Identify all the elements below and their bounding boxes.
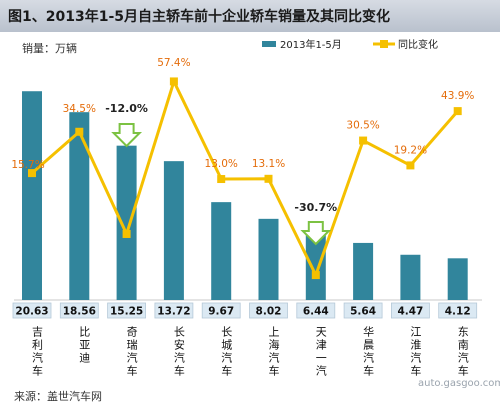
growth-marker-6: [311, 271, 320, 280]
bar-value-label-7: 5.64: [350, 306, 376, 318]
bar-value-label-2: 15.25: [110, 306, 143, 318]
bar-3: [163, 161, 184, 300]
growth-marker-4: [217, 175, 226, 184]
growth-label-1: 34.5%: [63, 103, 96, 115]
bar-value-box-3: [154, 302, 194, 319]
bar-5: [258, 218, 279, 300]
growth-label-6: -30.7%: [294, 201, 337, 214]
growth-marker-5: [264, 174, 273, 183]
unit-label: 销量：万辆: [22, 42, 77, 55]
category-label-1: 比亚迪: [78, 326, 91, 365]
bar-value-box-9: [438, 302, 478, 319]
growth-label-3: 57.4%: [157, 57, 190, 69]
bar-1: [69, 112, 90, 301]
source-label: 来源：盖世汽车网: [14, 390, 102, 403]
category-label-9: 东南汽车: [456, 326, 469, 378]
legend-line-marker: [380, 40, 388, 48]
bar-value-box-6: [296, 302, 336, 319]
growth-label-4: 13.0%: [205, 158, 238, 170]
title-bar: [0, 0, 500, 32]
bar-6: [305, 234, 326, 300]
bar-value-box-1: [59, 302, 99, 319]
bar-value-label-1: 18.56: [63, 306, 96, 318]
bar-value-label-5: 8.02: [256, 306, 282, 318]
category-label-7: 华晨汽车: [362, 325, 375, 378]
category-label-2: 奇瑞汽车: [125, 326, 138, 378]
growth-marker-0: [28, 169, 36, 178]
growth-marker-8: [406, 161, 415, 170]
bar-value-box-7: [343, 302, 383, 319]
growth-label-0: 15.7%: [11, 159, 44, 171]
bar-2: [116, 145, 137, 300]
category-label-4: 长城汽车: [220, 326, 233, 378]
growth-marker-1: [75, 127, 84, 136]
growth-marker-7: [359, 136, 368, 145]
growth-label-2: -12.0%: [105, 102, 148, 115]
legend-bar-label: 2013年1-5月: [280, 38, 342, 51]
watermark: auto.gasgoo.com: [418, 378, 500, 390]
down-arrow-icon: [300, 221, 332, 246]
chart-title: 图1、2013年1-5月自主轿车前十企业轿车销量及其同比变化: [8, 9, 390, 25]
growth-line: [31, 79, 459, 277]
down-arrow-icon: [111, 123, 143, 148]
bar-value-box-0: [12, 302, 52, 319]
category-label-8: 江淮汽车: [409, 326, 422, 378]
bar-9: [447, 258, 468, 300]
growth-marker-3: [169, 77, 178, 86]
category-label-5: 上海汽车: [267, 326, 280, 378]
bar-value-label-6: 6.44: [303, 306, 329, 318]
category-label-0: 吉利汽车: [31, 326, 44, 378]
growth-label-8: 19.2%: [394, 144, 427, 156]
bar-0: [22, 91, 42, 301]
growth-marker-9: [453, 107, 462, 116]
bar-value-box-8: [390, 302, 430, 319]
bar-value-box-4: [201, 302, 241, 319]
watermark-text: auto.gasgoo.com: [418, 378, 500, 389]
legend-line-label: 同比变化: [398, 38, 438, 51]
bar-value-label-4: 9.67: [208, 306, 234, 318]
growth-label-5: 13.1%: [252, 158, 285, 170]
growth-marker-2: [122, 229, 131, 238]
bar-value-box-5: [249, 302, 288, 319]
growth-label-9: 43.9%: [441, 90, 474, 102]
category-label-6: 天津一汽: [314, 326, 327, 378]
bar-value-box-2: [107, 302, 146, 319]
legend-bar-swatch: [262, 41, 276, 47]
growth-label-7: 30.5%: [346, 120, 379, 132]
bar-value-label-0: 20.63: [15, 306, 48, 318]
bar-value-label-8: 4.47: [397, 306, 423, 318]
category-label-3: 长安汽车: [172, 326, 185, 378]
bar-8: [400, 254, 421, 300]
bar-7: [353, 242, 374, 300]
bar-4: [211, 202, 232, 300]
bar-value-label-3: 13.72: [157, 306, 190, 318]
bar-value-label-9: 4.12: [445, 306, 471, 318]
